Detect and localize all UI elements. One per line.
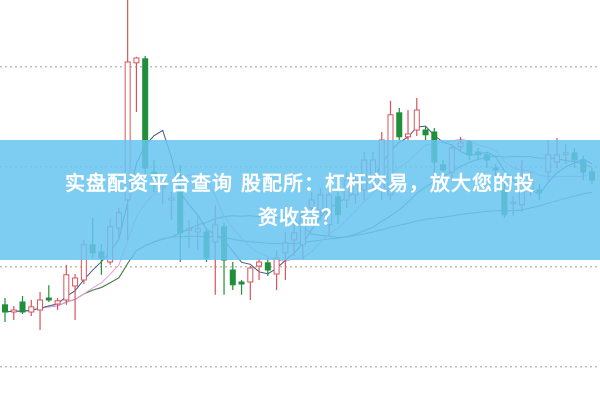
candle-body-up [28,306,35,313]
candle-body-up [413,109,420,131]
candle-body-down [238,281,245,285]
candle-body-up [256,261,263,267]
candle-body-down [19,301,26,313]
candle-body-up [63,274,70,301]
candle-body-up [10,309,17,313]
candle-body-up [72,277,79,287]
candle-body-down [229,269,236,286]
candle-body-up [54,300,61,305]
candle-body-up [37,299,44,311]
title-line-1: 实盘配资平台查询 股配所：杠杆交易，放大您的投 [65,171,535,195]
candle-body-up [247,267,254,283]
title-banner: 实盘配资平台查询 股配所：杠杆交易，放大您的投 资收益？ [0,140,600,260]
candle-body-down [45,297,52,301]
candle-body-down [264,262,271,271]
candle-body-down [2,304,8,313]
candle-body-down [422,129,429,136]
candle-body-up [133,57,140,64]
candle-body-down [396,112,403,138]
candle-body-up [273,257,280,275]
title-line-2: 资收益？ [258,205,342,229]
candle-body-up [405,133,412,138]
